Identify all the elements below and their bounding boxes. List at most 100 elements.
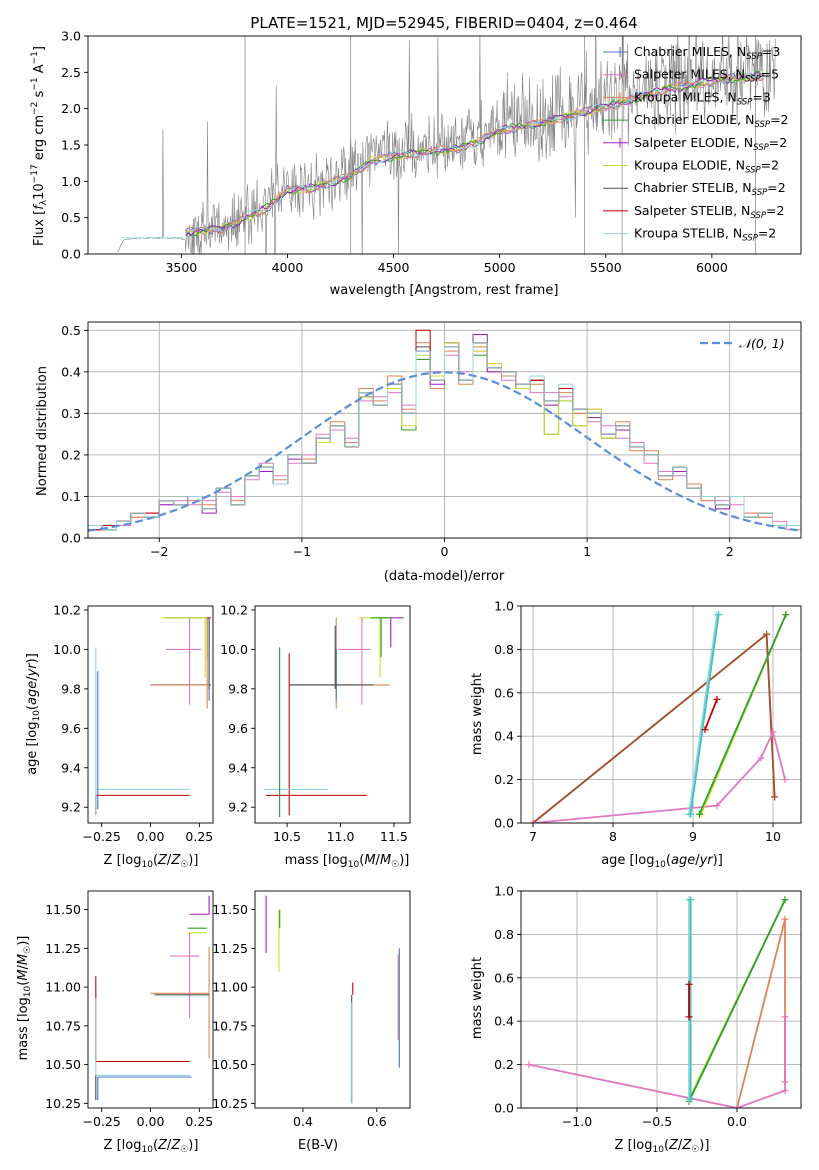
plot-frame <box>87 35 802 255</box>
model-spectrum-line <box>185 73 764 234</box>
plot-frame <box>254 890 411 1109</box>
plot-area <box>529 611 790 823</box>
legend-label: Kroupa ELODIE, NSSP=2 <box>634 158 779 176</box>
y-tick-label: 0.2 <box>61 447 81 462</box>
y-tick-label: 9.8 <box>61 681 81 696</box>
y-tick-label: 9.6 <box>61 721 81 736</box>
x-tick-label: 6000 <box>696 260 728 275</box>
plot-area <box>263 617 404 818</box>
x-tick-label: −0.25 <box>83 1114 121 1129</box>
x-tick-label: 5000 <box>484 260 516 275</box>
x-tick-label: 0.00 <box>137 829 165 844</box>
legend-label: Salpeter MILES, NSSP=5 <box>634 67 779 85</box>
x-tick-label: 10 <box>765 829 781 844</box>
x-tick-label: 11.0 <box>327 829 355 844</box>
y-tick-label: 1.0 <box>494 884 514 899</box>
x-tick-label: −0.5 <box>642 1114 672 1129</box>
x-tick-label: 7 <box>529 829 537 844</box>
legend-label: Salpeter ELODIE, NSSP=2 <box>634 135 787 153</box>
y-tick-label: 1.5 <box>61 138 81 153</box>
x-tick-label: 4500 <box>378 260 410 275</box>
y-tick-label: 11.50 <box>212 902 248 917</box>
legend-label: Chabrier MILES, NSSP=3 <box>634 44 780 62</box>
plot-area <box>525 896 789 1108</box>
x-tick-label: 11.5 <box>380 829 408 844</box>
y-tick-label: 0.6 <box>494 970 514 985</box>
residuals-xlabel: (data-model)/error <box>384 569 505 584</box>
mass-vs-extinction-panel: E(B-V) 0.4 0.6 10.25 10.50 10.75 11.00 11.25 11… <box>212 890 411 1153</box>
y-tick-label: 10.25 <box>212 1096 248 1111</box>
y-tick-label: 0.4 <box>494 1014 514 1029</box>
plot-area <box>95 617 212 816</box>
y-tick-label: 11.00 <box>212 980 248 995</box>
residuals-legend: 𝒩(0, 1) <box>700 336 785 351</box>
y-tick-label: 11.50 <box>45 902 81 917</box>
weight-series-line <box>688 614 718 815</box>
y-tick-label: 9.6 <box>228 721 248 736</box>
y-tick-label: 2.5 <box>61 65 81 80</box>
y-tick-label: 0.0 <box>494 1101 514 1116</box>
plot-area <box>265 895 400 1104</box>
spectrum-title: PLATE=1521, MJD=52945, FIBERID=0404, z=0… <box>250 14 637 32</box>
weight-series-line <box>704 698 718 731</box>
x-tick-label: 3500 <box>165 260 197 275</box>
legend-label: Chabrier STELIB, NSSP=2 <box>634 180 786 198</box>
x-tick-label: 0.25 <box>185 1114 213 1129</box>
legend-label: Chabrier ELODIE, NSSP=2 <box>634 112 789 130</box>
legend-label: Salpeter STELIB, NSSP=2 <box>634 203 784 221</box>
y-tick-label: 0.6 <box>494 685 514 700</box>
y-tick-label: 10.75 <box>212 1018 248 1033</box>
age-vs-mass-panel: mass [log10(M/M☉)] 10.5 11.0 11.5 9.2 9.4 9.6… <box>220 602 411 870</box>
weight-vs-age-panel: age [log10(age/yr)] mass weight 7 8 9 10 0.0… <box>470 599 802 870</box>
y-tick-label: 2.0 <box>61 101 81 116</box>
y-tick-label: 0.8 <box>494 927 514 942</box>
model-spectrum-line <box>185 72 764 236</box>
wZ-xlabel: Z [log10(Z/Z☉)] <box>615 1138 710 1155</box>
plot-frame <box>87 605 214 824</box>
plot-area <box>117 36 776 254</box>
plot-area <box>88 329 801 532</box>
y-tick-label: 10.50 <box>212 1057 248 1072</box>
y-tick-label: 9.8 <box>228 681 248 696</box>
x-tick-label: 0.4 <box>293 1114 313 1129</box>
x-tick-label: 0.0 <box>727 1114 747 1129</box>
y-tick-label: 0.3 <box>61 406 81 421</box>
x-tick-label: −2 <box>150 544 168 559</box>
x-tick-label: 0.00 <box>137 1114 165 1129</box>
mZ-ylabel: mass [log10(M/M☉)] <box>16 936 33 1061</box>
y-tick-label: 11.00 <box>45 980 81 995</box>
spectrum-legend: Chabrier MILES, NSSP=3 Salpeter MILES, NS… <box>603 44 789 244</box>
weight-vs-metallicity-panel: Z [log10(Z/Z☉)] mass weight −1.0 −0.5 0.0 0… <box>470 884 802 1155</box>
plot-frame <box>520 605 802 824</box>
spectrum-panel: PLATE=1521, MJD=52945, FIBERID=0404, z=0… <box>30 14 802 298</box>
legend-label: Kroupa MILES, NSSP=3 <box>634 89 771 107</box>
y-tick-label: 10.50 <box>45 1057 81 1072</box>
x-tick-label: 1 <box>583 544 591 559</box>
y-tick-label: 10.2 <box>53 602 81 617</box>
x-tick-label: −0.25 <box>83 829 121 844</box>
residuals-ylabel: Normed distribution <box>35 366 50 496</box>
x-tick-label: 0.6 <box>367 1114 387 1129</box>
wAge-ylabel: mass weight <box>470 673 485 755</box>
x-tick-label: 4000 <box>272 260 304 275</box>
y-tick-label: 0.0 <box>494 816 514 831</box>
age-vs-metallicity-panel: Z [log10(Z/Z☉)] age [log10(age/yr)] −0.2… <box>25 602 214 870</box>
weight-series-line <box>532 731 786 823</box>
y-tick-label: 0.5 <box>61 210 81 225</box>
legend-label: 𝒩(0, 1) <box>739 336 785 351</box>
y-tick-label: 9.2 <box>228 800 248 815</box>
plot-area <box>95 895 210 1101</box>
mE-xlabel: E(B-V) <box>298 1138 338 1153</box>
x-tick-label: 10.5 <box>273 829 301 844</box>
weight-series-line <box>689 614 720 815</box>
ageZ-ylabel: age [log10(age/yr)] <box>25 653 42 775</box>
x-tick-label: 8 <box>609 829 617 844</box>
y-tick-label: 11.25 <box>212 941 248 956</box>
y-tick-label: 0.2 <box>494 1057 514 1072</box>
residuals-panel: (data-model)/error Normed distribution −… <box>35 321 802 584</box>
legend-label: Kroupa STELIB, NSSP=2 <box>634 226 776 244</box>
y-tick-label: 9.2 <box>61 800 81 815</box>
x-tick-label: 5500 <box>590 260 622 275</box>
histogram-step-line <box>88 342 801 531</box>
x-tick-label: 0.25 <box>185 829 213 844</box>
